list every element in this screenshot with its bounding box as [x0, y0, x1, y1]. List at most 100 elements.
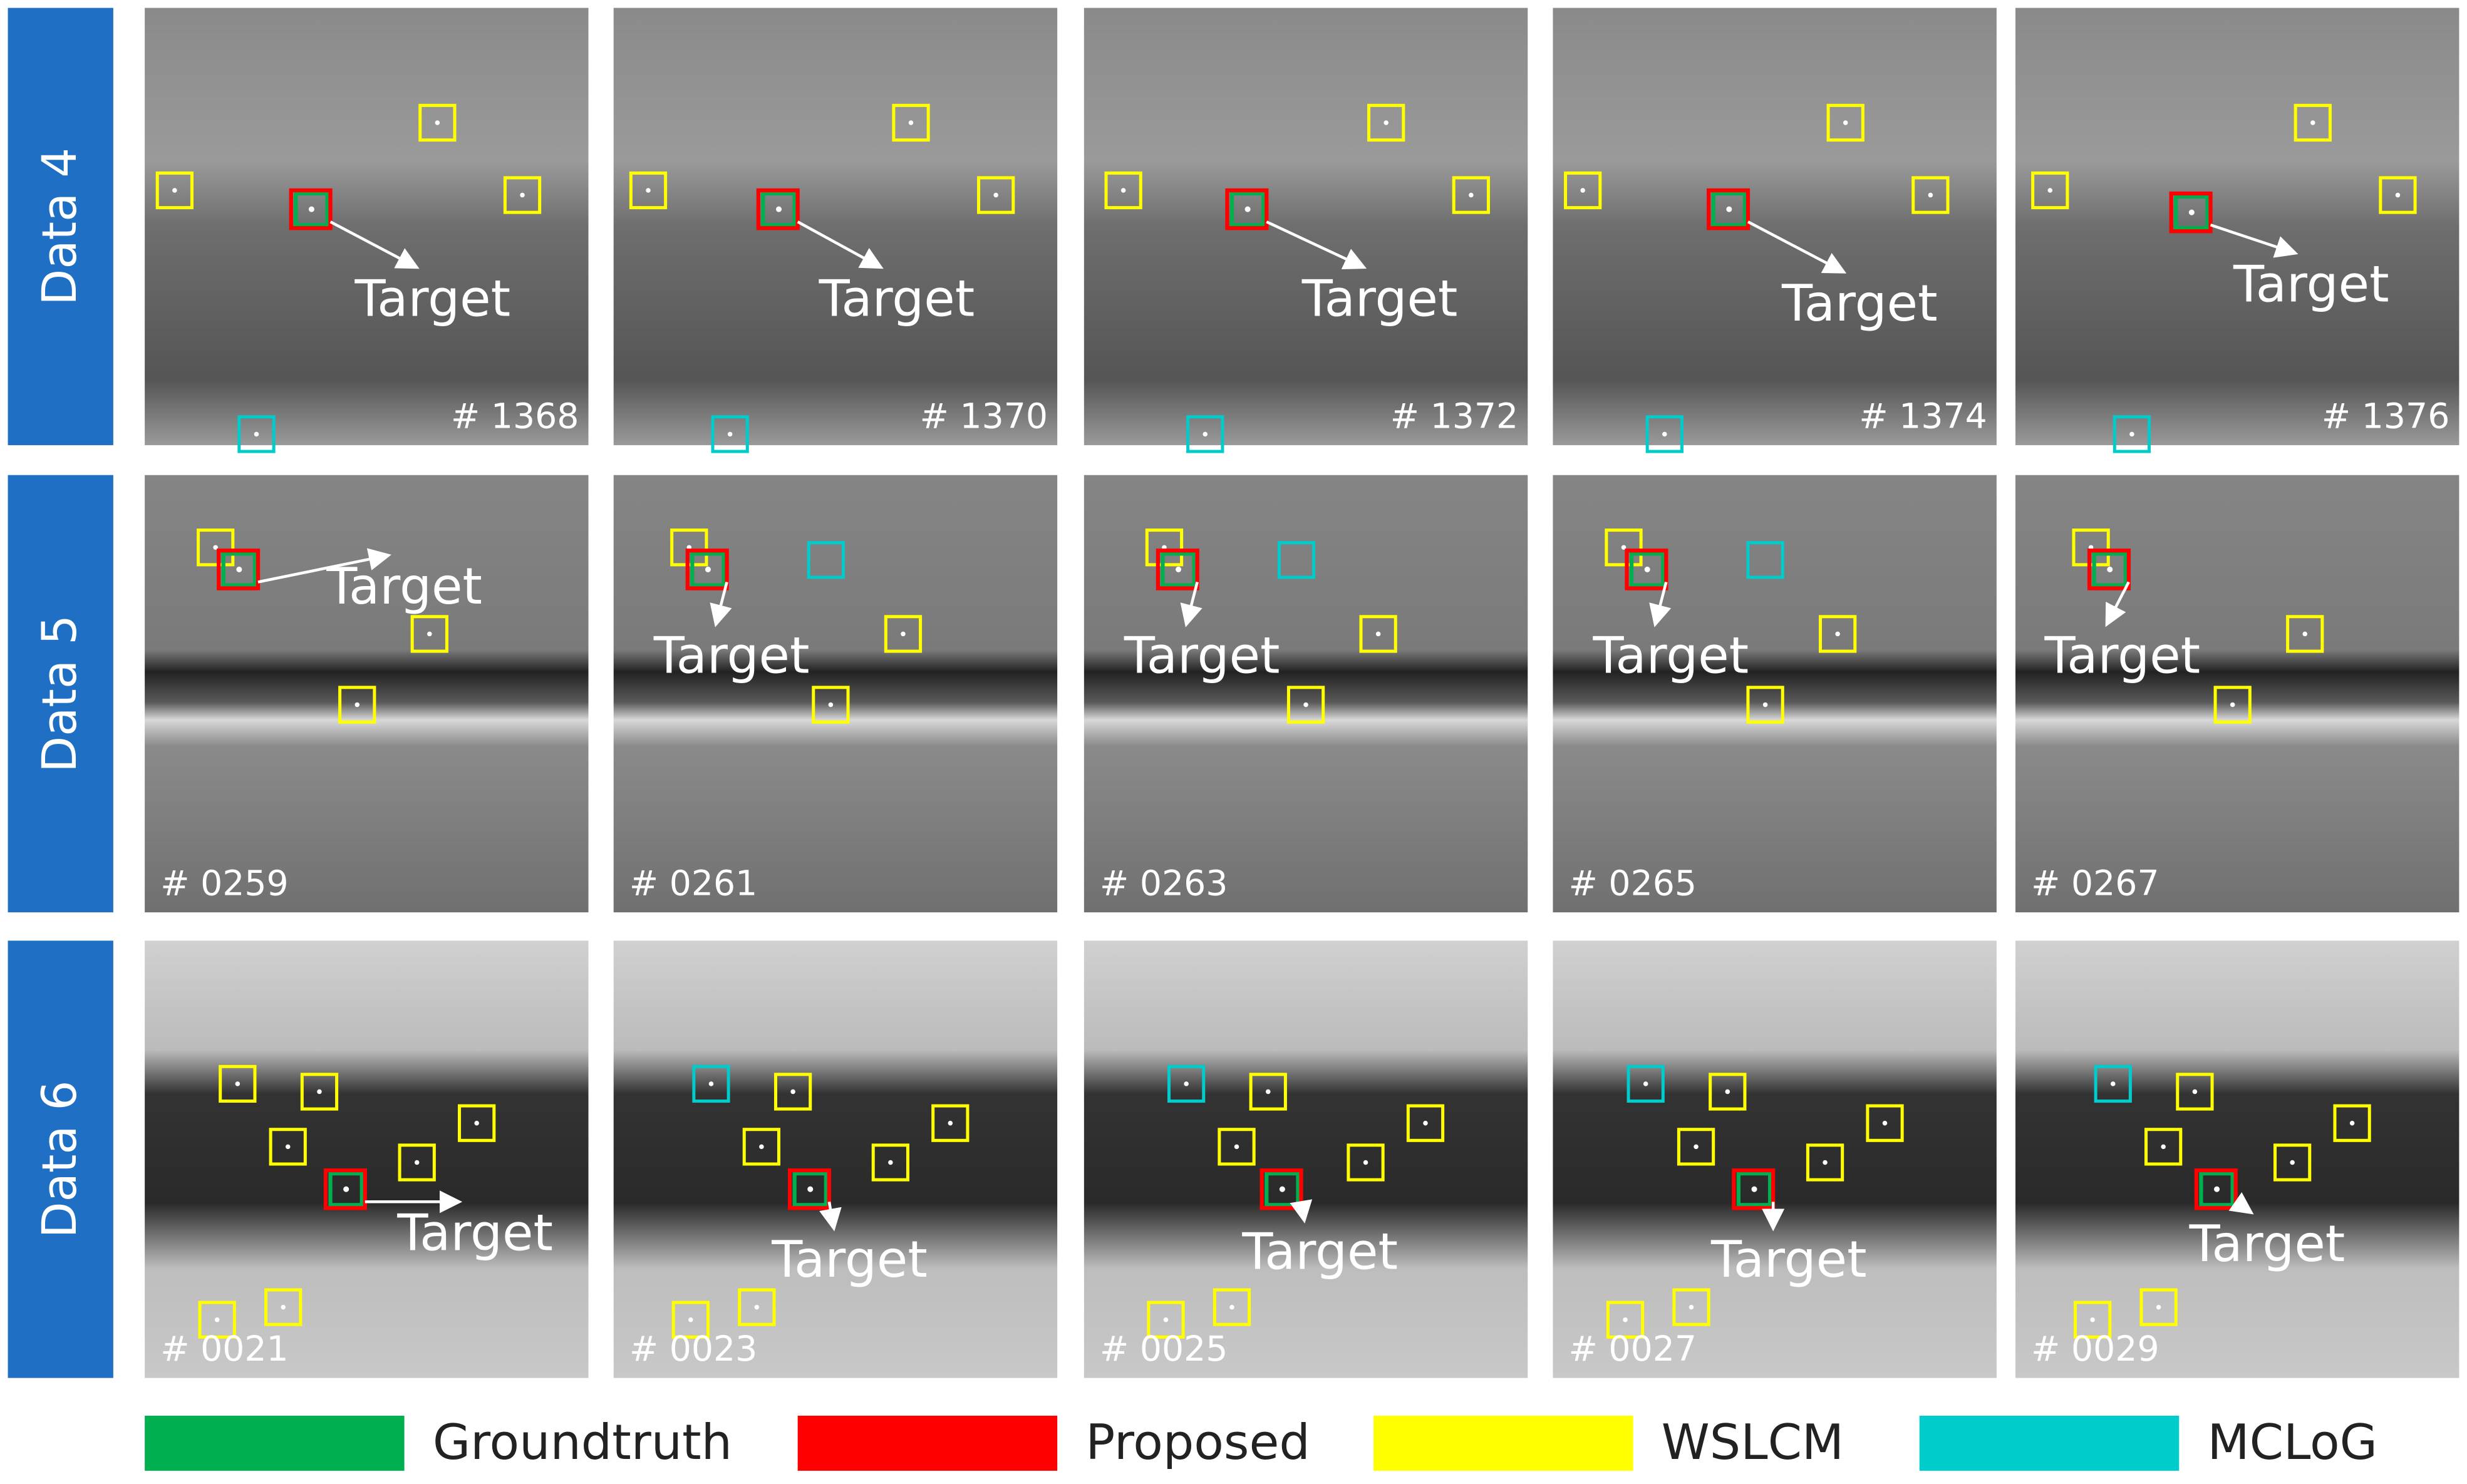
target-point	[343, 1186, 349, 1192]
row-label-bg	[8, 475, 113, 913]
target-dot	[1469, 192, 1474, 198]
groundtruth-box	[690, 552, 726, 587]
target-dot	[993, 192, 998, 198]
wslcm-box	[1452, 176, 1490, 214]
frame-number: # 0027	[1569, 1329, 1697, 1369]
wslcm-box	[1672, 1288, 1710, 1326]
target-label: Target	[354, 269, 510, 327]
target-arrow	[710, 581, 732, 627]
wslcm-box	[1866, 1104, 1904, 1142]
target-label: Target	[1241, 1222, 1398, 1281]
frame-number: # 0029	[2031, 1329, 2159, 1369]
wslcm-box	[1605, 528, 1643, 567]
wslcm-box	[1406, 1104, 1445, 1142]
target-dot	[1823, 1160, 1828, 1165]
target-point	[2107, 566, 2113, 572]
wslcm-box	[1826, 103, 1864, 142]
wslcm-box	[1186, 415, 1224, 453]
wslcm-box	[1564, 171, 1602, 210]
proposed-box	[1707, 188, 1751, 230]
wslcm-box	[2113, 415, 2151, 453]
target-dot	[1643, 1081, 1648, 1086]
frame-image	[145, 940, 589, 1378]
groundtruth-box	[1265, 1171, 1300, 1207]
groundtruth-box	[792, 1171, 829, 1207]
wslcm-box	[1104, 171, 1142, 210]
target-dot	[254, 431, 259, 437]
legend-swatch	[1919, 1415, 2180, 1471]
target-dot	[1184, 1081, 1189, 1086]
target-label: Target	[1593, 626, 1749, 685]
wslcm-box	[1347, 1143, 1385, 1182]
frame-image	[1553, 8, 1997, 445]
mclog-box	[807, 541, 846, 579]
groundtruth-box	[761, 191, 797, 227]
target-dot	[1835, 631, 1840, 637]
target-dot	[520, 192, 525, 198]
row-label-bg	[8, 8, 113, 445]
wslcm-box	[338, 686, 376, 724]
target-dot	[1375, 631, 1381, 637]
proposed-box	[2169, 191, 2213, 234]
target-point	[1176, 566, 1182, 572]
wslcm-box	[155, 171, 194, 210]
wslcm-box	[418, 103, 457, 142]
frame-image	[145, 8, 589, 445]
wslcm-box	[300, 1073, 339, 1111]
target-point	[1279, 1186, 1285, 1192]
wslcm-box	[269, 1128, 307, 1166]
frame-number: # 0267	[2031, 863, 2159, 904]
wslcm-box	[2176, 1073, 2214, 1111]
wslcm-box	[1645, 415, 1683, 453]
target-arrow	[819, 1201, 842, 1232]
proposed-box	[289, 188, 333, 230]
frame-number: # 1374	[1859, 396, 1987, 436]
target-dot	[1882, 1120, 1888, 1126]
legend-label: Groundtruth	[433, 1414, 732, 1471]
wslcm-box	[1606, 1301, 1645, 1339]
target-dot	[2047, 188, 2053, 193]
wslcm-box	[2273, 1143, 2312, 1182]
target-arrow	[797, 220, 884, 269]
target-dot	[790, 1089, 795, 1095]
target-dot	[1725, 1089, 1730, 1095]
target-dot	[2090, 1317, 2095, 1322]
proposed-box	[323, 1168, 367, 1210]
target-arrow	[2228, 1192, 2254, 1215]
target-label: Target	[1124, 626, 1280, 685]
frame-number: # 0261	[629, 863, 757, 904]
frame-image	[1084, 8, 1528, 445]
target-point	[705, 566, 711, 572]
proposed-box	[1225, 188, 1269, 230]
frame-image	[2015, 940, 2459, 1378]
target-label: Target	[2189, 1214, 2345, 1273]
wslcm-box	[237, 415, 276, 453]
target-dot	[754, 1304, 760, 1310]
target-dot	[1762, 702, 1768, 708]
target-dot	[1363, 1160, 1368, 1165]
wslcm-box	[1746, 686, 1784, 724]
wslcm-box	[1911, 176, 1950, 214]
proposed-box	[787, 1168, 832, 1210]
frame-number: # 0021	[160, 1329, 288, 1369]
groundtruth-box	[2174, 194, 2210, 230]
frame-number: # 0025	[1100, 1329, 1228, 1369]
target-dot	[2161, 1144, 2166, 1150]
wslcm-box	[264, 1288, 303, 1326]
frame-image	[1084, 475, 1528, 913]
target-dot	[414, 1160, 420, 1165]
groundtruth-box	[2092, 552, 2128, 587]
target-dot	[1623, 1317, 1628, 1322]
proposed-box	[1732, 1168, 1776, 1210]
target-label: Target	[1301, 269, 1458, 327]
groundtruth-box	[1736, 1171, 1772, 1207]
target-dot	[1120, 188, 1126, 193]
frame-image	[613, 940, 1058, 1378]
target-point	[2188, 209, 2195, 215]
frame-image	[2015, 8, 2459, 445]
legend-label: MCLoG	[2208, 1414, 2378, 1471]
target-dot	[474, 1120, 479, 1126]
target-label: Target	[2044, 626, 2201, 685]
target-dot	[2192, 1089, 2198, 1095]
